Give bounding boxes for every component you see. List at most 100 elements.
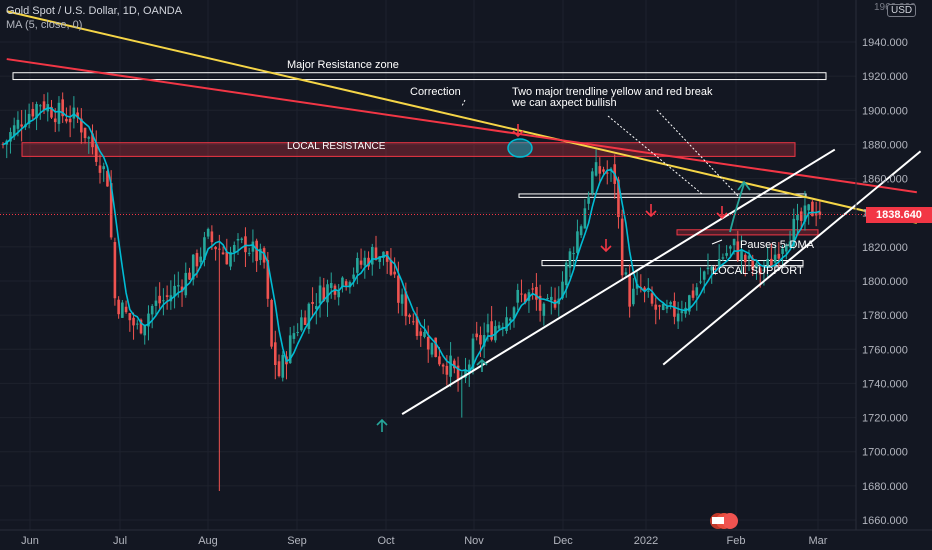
candle-body [482, 335, 486, 347]
candle-body [165, 295, 169, 297]
candle-body [143, 325, 147, 336]
y-tick-label: 1880.000 [862, 139, 908, 151]
candle-body [132, 317, 135, 326]
candle-body [542, 303, 546, 316]
local-resistance-zone [21, 142, 796, 157]
candle-body [147, 313, 150, 327]
candle-body [232, 245, 236, 253]
y-tick-label: 1860.000 [862, 174, 908, 186]
candle-body [259, 248, 262, 260]
candle-body [173, 285, 176, 297]
candle-body [12, 125, 16, 137]
candle-body [117, 299, 120, 315]
candle-body [661, 303, 665, 311]
candle-body [714, 268, 717, 270]
candle-body [191, 254, 195, 280]
trendline-rising-support [401, 148, 836, 416]
candle-body [512, 307, 516, 319]
candle-body [811, 201, 814, 217]
local-support-zone [541, 260, 804, 267]
candle-body [359, 260, 363, 265]
candle-body [214, 246, 217, 250]
candle-body [27, 113, 31, 124]
candle-body [303, 317, 307, 325]
candle-body [266, 260, 270, 299]
candle-body [758, 268, 762, 275]
candle-body [352, 274, 355, 279]
candle-body [65, 118, 68, 122]
candle-body [270, 299, 273, 347]
candle-body [195, 253, 199, 267]
x-tick-label: Jun [21, 535, 39, 547]
grid [0, 0, 856, 530]
candle-body [702, 271, 706, 280]
candle-body [206, 228, 210, 237]
candle-body [329, 282, 333, 288]
candle-body [83, 127, 87, 139]
candle-body [177, 285, 180, 287]
candle-body [572, 253, 575, 255]
candle-body [550, 296, 553, 301]
y-tick-label: 1940.000 [862, 37, 908, 49]
candle-body [288, 335, 292, 364]
candle-body [434, 337, 437, 358]
candle-body [251, 241, 255, 252]
candle-body [766, 258, 769, 266]
candle-body [453, 360, 456, 369]
candle-body [475, 333, 479, 338]
candle-body [124, 306, 128, 313]
candle-body [139, 319, 143, 334]
candle-body [426, 336, 430, 350]
candle-body [535, 286, 538, 300]
candle-body [762, 269, 766, 272]
candle-body [710, 266, 713, 271]
y-axis[interactable]: 1660.000 1680.000 1700.000 1720.000 1740.000… [862, 37, 908, 527]
x-axis[interactable]: Jun Jul Aug Sep Oct Nov Dec 2022 Feb Mar [21, 535, 828, 547]
candle-body [721, 257, 725, 259]
candle-body [53, 118, 57, 123]
x-tick-label: Mar [809, 535, 828, 547]
x-tick-label: Oct [377, 535, 394, 547]
candle-body [803, 205, 807, 222]
candle-body [80, 118, 83, 133]
ma-legend[interactable]: MA (5, close, 0) [6, 19, 83, 31]
candle-body [307, 303, 311, 330]
x-tick-label: Dec [553, 535, 573, 547]
candle-body [277, 361, 281, 377]
break-label-line2: we can axpect bullish [511, 97, 617, 109]
candle-body [221, 252, 225, 255]
candle-body [497, 325, 501, 329]
y-tick-label: 1820.000 [862, 242, 908, 254]
candle-body [751, 258, 755, 270]
x-tick-label: Feb [727, 535, 746, 547]
candle-body [531, 288, 534, 290]
candle-body [121, 302, 124, 318]
candle-body [39, 105, 42, 107]
candle-body [229, 252, 232, 267]
candle-body [818, 211, 822, 216]
candle-body [296, 331, 299, 333]
candle-body [154, 300, 158, 306]
y-tick-label: 1780.000 [862, 310, 908, 322]
candle-body [587, 197, 590, 204]
y-tick-label: 1700.000 [862, 447, 908, 459]
candle-body [479, 335, 482, 345]
candle-body [247, 252, 251, 254]
tradingview-logo[interactable] [710, 513, 738, 529]
candle-body [273, 342, 277, 366]
candle-body [281, 354, 285, 378]
candle-body [516, 289, 520, 303]
candle-body [594, 162, 598, 176]
candles [1, 92, 822, 491]
y-tick-label: 1800.000 [862, 276, 908, 288]
currency-button[interactable]: USD [887, 4, 917, 17]
candle-body [135, 323, 139, 325]
candle-body [788, 241, 792, 248]
green-arrow-head [737, 180, 751, 191]
candle-body [128, 313, 132, 321]
ma-5-line [2, 107, 821, 373]
x-tick-label: Sep [287, 535, 307, 547]
candle-body [598, 166, 602, 174]
green-curved-arrow [729, 183, 745, 233]
